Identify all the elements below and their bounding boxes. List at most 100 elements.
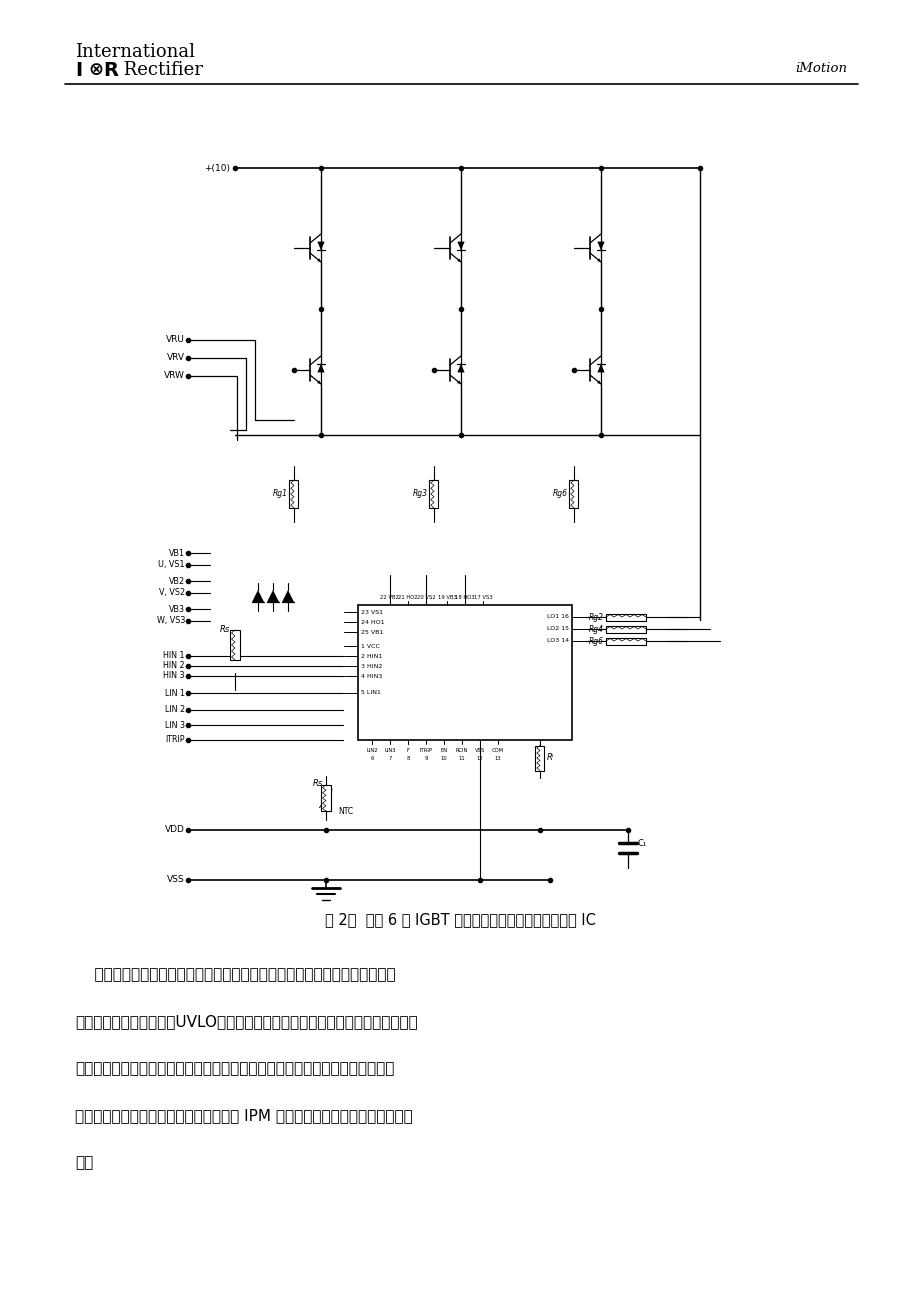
Text: LO1 16: LO1 16 (547, 615, 568, 620)
Text: VDD: VDD (165, 825, 185, 835)
Text: 13: 13 (494, 756, 501, 760)
Bar (606, 625, 645, 633)
Bar (321, 785, 331, 811)
Text: 21 HO2: 21 HO2 (398, 595, 417, 600)
Text: 具有集成欠压闭锁功能（UVLO）。此外，该模块还具有适合于先进电流检测技术: 具有集成欠压闭锁功能（UVLO）。此外，该模块还具有适合于先进电流检测技术 (75, 1014, 417, 1030)
Text: W, VS3: W, VS3 (156, 617, 185, 625)
Text: LIN 1: LIN 1 (165, 689, 185, 698)
Text: 22 VB2: 22 VB2 (380, 595, 399, 600)
Bar (606, 613, 645, 621)
Bar (289, 480, 298, 508)
Text: Rg6: Rg6 (588, 637, 604, 646)
Text: LIN 2: LIN 2 (165, 706, 185, 715)
Text: 12: 12 (476, 756, 482, 760)
Text: Rectifier: Rectifier (118, 61, 203, 79)
Polygon shape (596, 380, 600, 384)
Polygon shape (252, 590, 264, 602)
Text: Rg6: Rg6 (552, 490, 567, 499)
Bar (357, 605, 572, 740)
Text: 20 VS2: 20 VS2 (416, 595, 435, 600)
Text: U, VS1: U, VS1 (158, 560, 185, 569)
Text: VB2: VB2 (169, 577, 185, 586)
Text: V, VS2: V, VS2 (159, 589, 185, 598)
Text: Rs: Rs (220, 625, 230, 634)
Text: VSS: VSS (474, 749, 484, 753)
Polygon shape (596, 242, 604, 250)
Text: VB1: VB1 (169, 548, 185, 557)
Bar (230, 630, 240, 660)
Text: 8: 8 (406, 756, 409, 760)
Bar (569, 480, 578, 508)
Text: LIN2: LIN2 (366, 749, 378, 753)
Text: ITRIP: ITRIP (165, 736, 185, 745)
Text: 9: 9 (424, 756, 427, 760)
Bar (535, 746, 544, 771)
Polygon shape (317, 380, 321, 384)
Text: HIN 1: HIN 1 (164, 651, 185, 660)
Text: 17 VS3: 17 VS3 (473, 595, 492, 600)
Text: Rs: Rs (312, 780, 323, 789)
Text: 11: 11 (459, 756, 465, 760)
Text: 10: 10 (440, 756, 447, 760)
Polygon shape (596, 258, 600, 262)
Text: 23 VS1: 23 VS1 (360, 609, 382, 615)
Text: 1 VCC: 1 VCC (360, 643, 380, 648)
Polygon shape (317, 363, 324, 372)
Text: International: International (75, 43, 195, 61)
Text: HIN 2: HIN 2 (164, 661, 185, 671)
Text: C₁: C₁ (637, 840, 647, 849)
Polygon shape (457, 258, 460, 262)
Text: VB3: VB3 (169, 604, 185, 613)
Text: Rg1: Rg1 (272, 490, 287, 499)
Text: LO3 14: LO3 14 (546, 638, 568, 643)
Text: Rg2: Rg2 (588, 612, 604, 621)
Text: Rg3: Rg3 (412, 490, 427, 499)
Text: Rᴵ: Rᴵ (547, 754, 554, 763)
Text: RCIN: RCIN (455, 749, 468, 753)
Text: 续监视并实现短路检测和保护。总之，该 IPM 提供了一个支持安全操作的高保护: 续监视并实现短路检测和保护。总之，该 IPM 提供了一个支持安全操作的高保护 (75, 1108, 413, 1124)
Text: 19 VB3: 19 VB3 (437, 595, 456, 600)
Text: 6: 6 (370, 756, 373, 760)
Text: iMotion: iMotion (794, 61, 846, 74)
Text: EN: EN (440, 749, 447, 753)
Text: LIN3: LIN3 (384, 749, 395, 753)
Text: 24 HO1: 24 HO1 (360, 620, 384, 625)
Polygon shape (457, 363, 464, 372)
Polygon shape (596, 363, 604, 372)
Text: NTC: NTC (337, 807, 353, 816)
Polygon shape (457, 380, 460, 384)
Text: 该模块采用了一个集成热敏电阔温度传感器（用于提供过热和过流保护）并: 该模块采用了一个集成热敏电阔温度传感器（用于提供过热和过流保护）并 (75, 967, 395, 983)
Text: Rg4: Rg4 (588, 625, 604, 634)
Text: F: F (406, 749, 409, 753)
Text: 3 HIN2: 3 HIN2 (360, 664, 382, 668)
Bar (606, 638, 645, 644)
Text: VSS: VSS (167, 875, 185, 884)
Text: 25 VB1: 25 VB1 (360, 629, 383, 634)
Bar (429, 480, 438, 508)
Polygon shape (317, 242, 324, 250)
Text: 18 HO3: 18 HO3 (455, 595, 474, 600)
Polygon shape (267, 590, 278, 602)
Text: 5 LIN1: 5 LIN1 (360, 690, 380, 695)
Text: HIN 3: HIN 3 (164, 672, 185, 681)
Text: LO2 15: LO2 15 (547, 626, 568, 631)
Text: VRV: VRV (167, 354, 185, 362)
Polygon shape (317, 258, 321, 262)
Text: 2 HIN1: 2 HIN1 (360, 654, 381, 659)
Text: 图 2：  用于 6 个 IGBT 功率级的三相高速、高压驱动器 IC: 图 2： 用于 6 个 IGBT 功率级的三相高速、高压驱动器 IC (324, 913, 595, 927)
Text: VRU: VRU (166, 336, 185, 345)
Polygon shape (457, 242, 464, 250)
Polygon shape (282, 590, 294, 602)
Text: 4 HIN3: 4 HIN3 (360, 673, 382, 678)
Text: R: R (103, 60, 118, 79)
Text: 7: 7 (388, 756, 391, 760)
Text: COM: COM (492, 749, 504, 753)
Text: ⊗: ⊗ (88, 61, 103, 79)
Text: VRW: VRW (164, 371, 185, 380)
Text: ITRIP: ITRIP (419, 749, 432, 753)
Text: LIN 3: LIN 3 (165, 720, 185, 729)
Text: +(10): +(10) (204, 164, 230, 172)
Text: 级。: 级。 (75, 1155, 93, 1170)
Text: I: I (75, 60, 82, 79)
Text: 的低侧发射极输出引脚，该技术利用每个电机相位上的外部分流来对电流进行连: 的低侧发射极输出引脚，该技术利用每个电机相位上的外部分流来对电流进行连 (75, 1061, 394, 1077)
